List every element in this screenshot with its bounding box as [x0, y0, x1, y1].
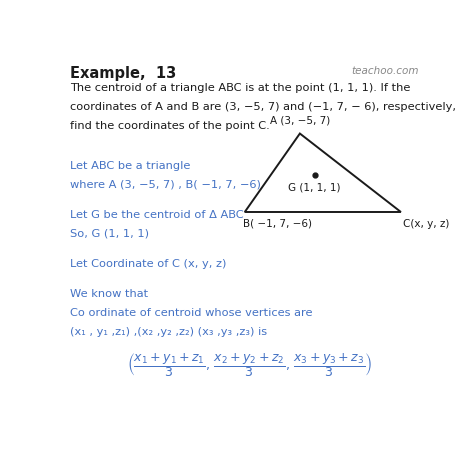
Text: find the coordinates of the point C.: find the coordinates of the point C.	[70, 121, 270, 131]
Text: teachoo.com: teachoo.com	[352, 66, 419, 76]
Text: Let ABC be a triangle: Let ABC be a triangle	[70, 161, 191, 171]
Text: The centroid of a triangle ABC is at the point (1, 1, 1). If the: The centroid of a triangle ABC is at the…	[70, 83, 410, 93]
Text: We know that: We know that	[70, 289, 148, 299]
Text: Let G be the centroid of Δ ABC: Let G be the centroid of Δ ABC	[70, 210, 244, 220]
Text: (x₁ , y₁ ,z₁) ,(x₂ ,y₂ ,z₂) (x₃ ,y₃ ,z₃) is: (x₁ , y₁ ,z₁) ,(x₂ ,y₂ ,z₂) (x₃ ,y₃ ,z₃)…	[70, 327, 267, 337]
Text: A (3, −5, 7): A (3, −5, 7)	[270, 116, 330, 126]
Text: where A (3, −5, 7) , B( −1, 7, −6): where A (3, −5, 7) , B( −1, 7, −6)	[70, 180, 261, 190]
Text: coordinates of A and B are (3, −5, 7) and (−1, 7, − 6), respectively,: coordinates of A and B are (3, −5, 7) an…	[70, 102, 456, 112]
Text: $\left(\dfrac{x_1 + y_1 + z_1}{3} ,\, \dfrac{x_2 + y_2 + z_2}{3} ,\, \dfrac{x_3 : $\left(\dfrac{x_1 + y_1 + z_1}{3} ,\, \d…	[128, 351, 373, 379]
Text: Let Coordinate of C (x, y, z): Let Coordinate of C (x, y, z)	[70, 259, 227, 269]
Text: B( −1, 7, −6): B( −1, 7, −6)	[243, 219, 312, 228]
Text: G (1, 1, 1): G (1, 1, 1)	[288, 182, 341, 192]
Text: Example,  13: Example, 13	[70, 66, 176, 81]
Text: So, G (1, 1, 1): So, G (1, 1, 1)	[70, 229, 149, 239]
Text: C(x, y, z): C(x, y, z)	[403, 219, 449, 228]
Text: Co ordinate of centroid whose vertices are: Co ordinate of centroid whose vertices a…	[70, 308, 313, 318]
